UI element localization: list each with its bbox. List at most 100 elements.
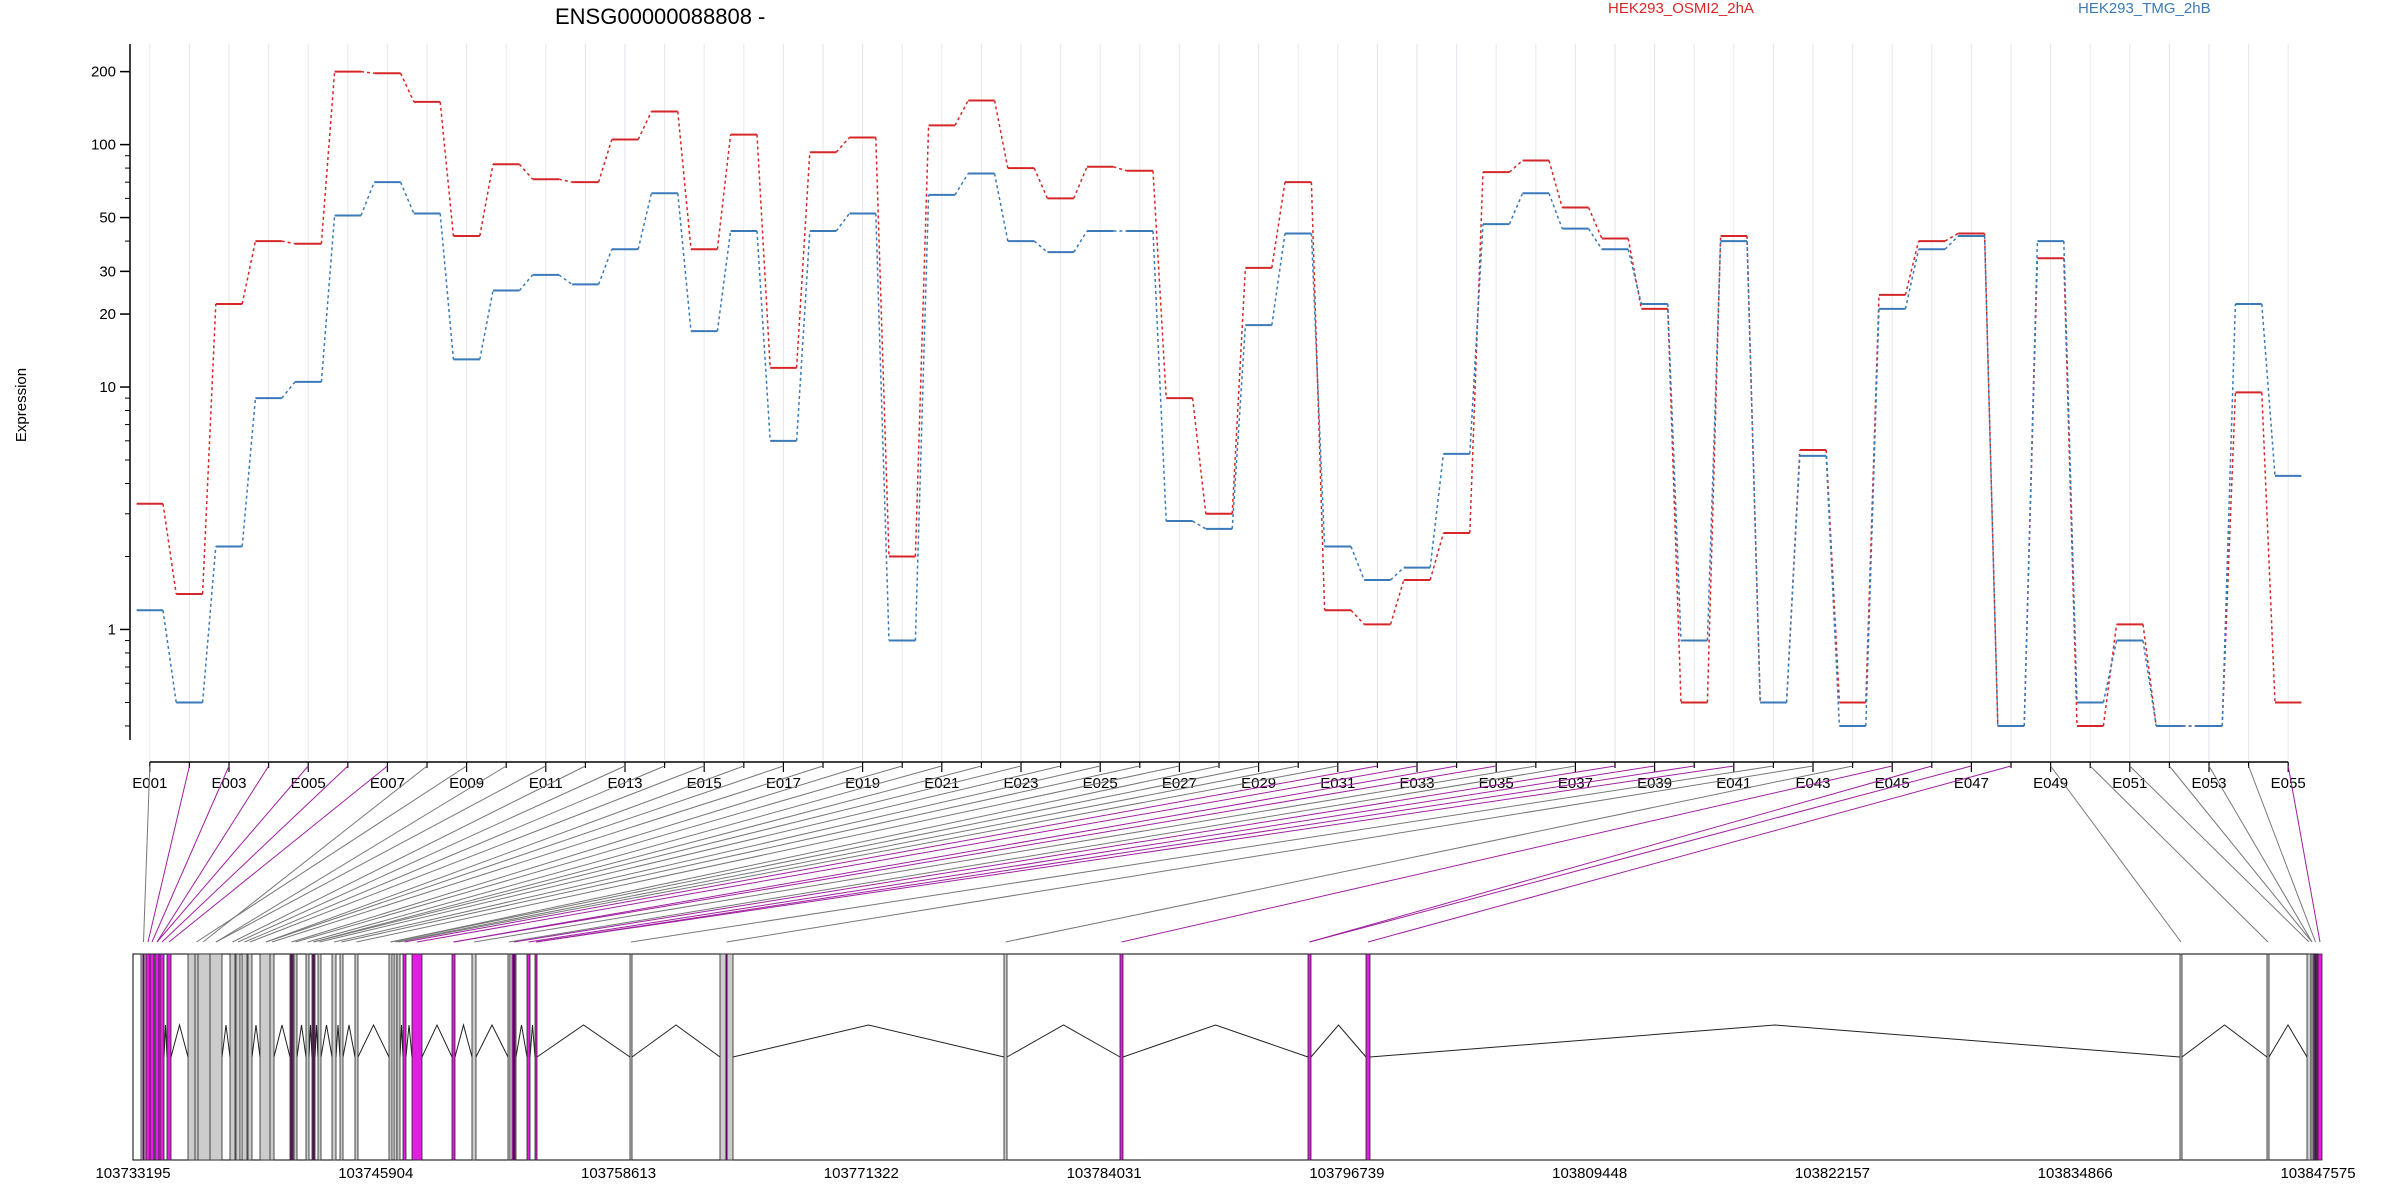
exon-box: [2317, 953, 2323, 1161]
intron-line: [2181, 1024, 2268, 1058]
exon-box: [194, 953, 199, 1161]
genomic-position-label: 103733195: [95, 1165, 170, 1182]
data-connector: [1231, 325, 1247, 529]
exon-connector: [295, 765, 903, 943]
exon-box: [293, 953, 298, 1161]
data-connector: [835, 136, 850, 153]
data-connector: [1310, 182, 1326, 611]
exon-connector: [508, 765, 1576, 943]
exon-connector: [1309, 765, 1972, 943]
exon-box: [2266, 953, 2270, 1161]
data-connector: [954, 100, 969, 126]
data-connector: [479, 290, 494, 360]
data-connector: [518, 163, 534, 180]
data-connector: [162, 503, 177, 595]
exon-connector: [2169, 765, 2313, 943]
data-connector: [1706, 241, 1722, 641]
data-connector: [558, 274, 573, 286]
exon-connector: [356, 765, 1180, 943]
data-connector: [1469, 172, 1484, 534]
x-tick-label: E007: [370, 775, 405, 792]
data-connector: [2261, 392, 2276, 703]
series-2: [136, 172, 2302, 727]
data-connector: [201, 303, 217, 595]
data-connector: [1152, 170, 1167, 399]
x-tick-label: E005: [291, 775, 326, 792]
exon-connector: [307, 765, 942, 943]
exon-connector: [265, 765, 744, 943]
exon-connector: [513, 765, 1616, 943]
data-connector: [756, 134, 771, 368]
y-axis-label: Expression: [13, 368, 30, 442]
x-tick-label: E025: [1083, 775, 1118, 792]
data-connector: [360, 70, 375, 74]
data-connector: [677, 193, 692, 332]
y-axis: 1 10 20 30 50 100 200: [91, 44, 131, 740]
data-connector: [1667, 303, 1682, 641]
intron-line: [515, 1024, 528, 1058]
exon-box: [402, 953, 407, 1161]
data-connector: [914, 125, 930, 557]
exon-box: [1003, 953, 1008, 1161]
intron-line: [732, 1024, 1005, 1058]
genomic-position-label: 103847575: [2280, 1165, 2355, 1182]
exon-connector: [726, 765, 1814, 943]
data-connector: [320, 215, 336, 382]
exon-box: [507, 953, 511, 1161]
data-connector: [360, 181, 375, 216]
x-tick-label: E003: [211, 775, 246, 792]
x-tick-label: E031: [1320, 775, 1355, 792]
exon-box: [145, 953, 151, 1161]
exon-connector: [196, 765, 467, 943]
data-connector: [2142, 640, 2157, 727]
data-connector: [835, 213, 850, 232]
data-connector: [716, 134, 732, 250]
genomic-position-label: 103796739: [1309, 1165, 1384, 1182]
intron-line: [1006, 1024, 1121, 1058]
x-tick-label: E049: [2033, 775, 2068, 792]
intron-line: [475, 1023, 509, 1058]
exon-box: [411, 953, 423, 1161]
exon-box: [159, 953, 165, 1161]
exon-connector: [232, 765, 586, 943]
genomic-position-label: 103745904: [338, 1165, 413, 1182]
intron-line: [314, 1024, 319, 1058]
y-tick-label: 200: [91, 64, 116, 81]
exon-box: [166, 953, 172, 1161]
exon-box: [396, 953, 401, 1161]
data-connector: [1429, 532, 1445, 581]
intron-line: [163, 1024, 168, 1058]
data-connector: [1113, 166, 1127, 172]
exon-connector: [156, 765, 309, 943]
exon-connector: [1367, 765, 2012, 943]
data-connector: [1983, 235, 1999, 726]
exon-connector: [161, 765, 349, 943]
exon-box: [1365, 953, 1371, 1161]
exon-box: [235, 953, 241, 1161]
y-tick-label: 10: [99, 379, 116, 396]
exon-box: [305, 953, 310, 1161]
data-connector: [1271, 182, 1286, 269]
x-tick-label: E053: [2191, 775, 2226, 792]
exon-connector: [2050, 765, 2182, 943]
exon-connector: [341, 765, 1140, 943]
exon-connector: [1309, 765, 1932, 943]
exon-connector: [2248, 765, 2316, 943]
data-connector: [875, 137, 890, 557]
exon-connector: [416, 765, 1418, 943]
intron-line: [308, 1024, 313, 1058]
exon-connector: [528, 765, 1655, 943]
x-tick-label: E001: [132, 775, 167, 792]
exon-box: [354, 953, 359, 1161]
data-connector: [2261, 303, 2276, 476]
exon-connector: [535, 765, 1734, 943]
x-tick-label: E017: [766, 775, 801, 792]
y-tick-label: 20: [99, 306, 116, 323]
exon-box: [471, 953, 477, 1161]
data-connector: [1033, 167, 1049, 199]
data-connector: [2063, 241, 2078, 703]
data-connector: [1587, 207, 1603, 239]
x-tick-label: E051: [2112, 775, 2147, 792]
exon-connector: [1005, 765, 1853, 943]
exon-box: [317, 953, 322, 1161]
